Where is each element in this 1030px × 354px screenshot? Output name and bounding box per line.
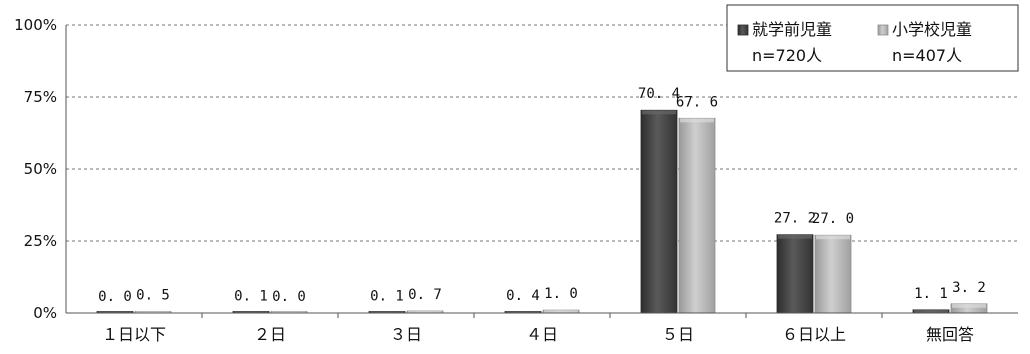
- x-tick-label: ５日: [662, 325, 694, 344]
- x-tick-label: 無回答: [926, 325, 974, 344]
- data-label: 0. 1: [234, 289, 268, 305]
- data-label: 0. 1: [370, 289, 404, 305]
- y-tick-label: 25%: [24, 232, 57, 250]
- data-label: 1. 0: [544, 286, 578, 302]
- x-tick-label: １日以下: [102, 325, 166, 344]
- y-tick-label: 75%: [24, 88, 57, 106]
- bar-highlight: [506, 311, 540, 313]
- data-label: 27. 2: [774, 211, 816, 227]
- data-label: 0. 0: [98, 289, 132, 305]
- data-label: 27. 0: [812, 211, 854, 227]
- bar: [776, 234, 814, 314]
- bar-highlight: [98, 311, 132, 313]
- bars: [96, 109, 988, 314]
- bar-highlight: [952, 303, 986, 308]
- data-label: 0. 7: [408, 287, 442, 303]
- y-tick-label: 0%: [33, 304, 57, 322]
- x-tick-label: ２日: [254, 325, 286, 344]
- bar-highlight: [680, 118, 714, 123]
- bar: [640, 109, 678, 314]
- bar-highlight: [778, 234, 812, 239]
- axes: 0% 25% 50% 75% 100% １日以下 ２日 ３日 ４日 ５日 ６日以上 無回答: [14, 16, 1018, 344]
- data-label: 0. 5: [136, 288, 170, 304]
- bar-highlight: [408, 310, 442, 313]
- legend-swatch: [737, 24, 749, 36]
- bar-highlight: [136, 311, 170, 313]
- legend-box: [726, 4, 1019, 72]
- bar: [678, 117, 716, 314]
- data-label: 0. 4: [506, 288, 540, 304]
- data-label: 70. 4: [638, 86, 680, 102]
- bar-highlight: [642, 110, 676, 115]
- data-label: 0. 0: [272, 289, 306, 305]
- x-tick-label: ６日以上: [782, 325, 846, 344]
- x-tick-label: ４日: [526, 325, 558, 344]
- legend-swatch: [877, 24, 889, 36]
- bar: [814, 234, 852, 314]
- bar-highlight: [234, 311, 268, 313]
- bar-highlight: [544, 310, 578, 313]
- legend-series-name: 小学校児童: [892, 20, 972, 39]
- legend-series-n: n=720人: [752, 46, 822, 65]
- y-tick-label: 50%: [24, 160, 57, 178]
- data-label: 67. 6: [676, 94, 718, 110]
- bar-highlight: [272, 311, 306, 313]
- legend: 就学前児童 n=720人 小学校児童 n=407人: [726, 4, 1019, 72]
- bar-highlight: [914, 309, 948, 313]
- x-tick-label: ３日: [390, 325, 422, 344]
- data-label: 1. 1: [914, 286, 948, 302]
- data-labels: 0. 0 0. 5 0. 1 0. 0 0. 1 0. 7 0. 4 1. 070. 467.…: [98, 86, 986, 305]
- legend-series-n: n=407人: [892, 46, 962, 65]
- y-tick-label: 100%: [14, 16, 57, 34]
- data-label: 3. 2: [952, 280, 986, 296]
- bar-highlight: [370, 311, 404, 313]
- legend-series-name: 就学前児童: [752, 20, 832, 39]
- bar-highlight: [816, 235, 850, 240]
